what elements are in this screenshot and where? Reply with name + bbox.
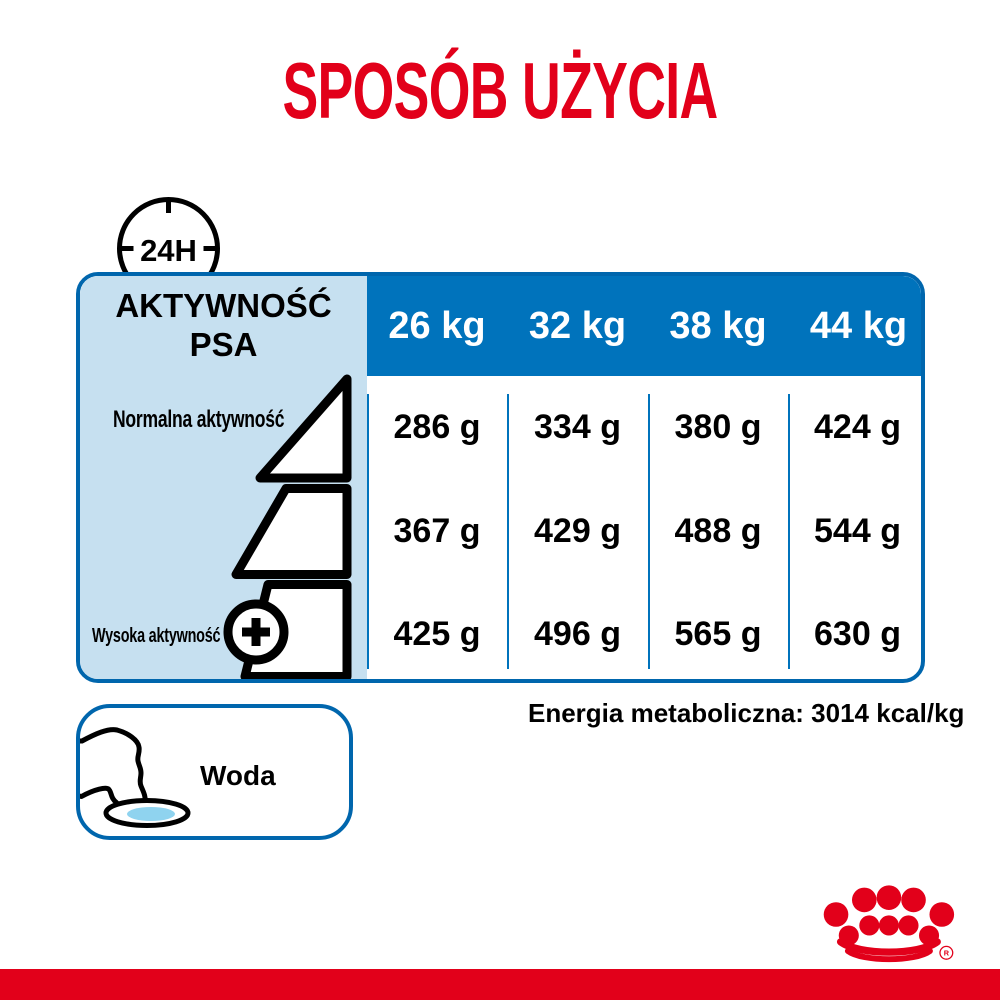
svg-text:R: R bbox=[944, 949, 950, 958]
svg-text:24H: 24H bbox=[140, 233, 197, 268]
